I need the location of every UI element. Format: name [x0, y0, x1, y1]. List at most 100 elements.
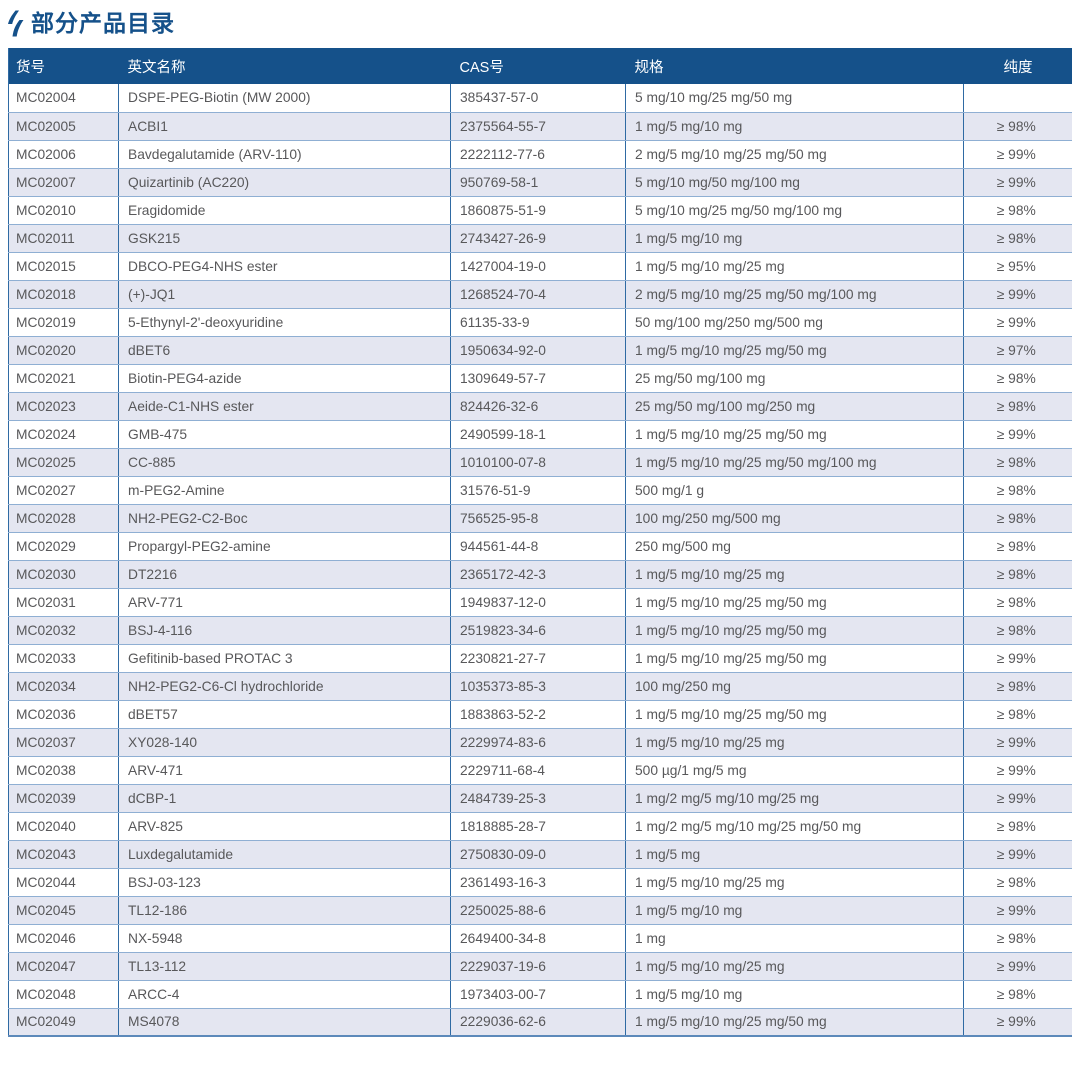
- cell-english-name: TL12-186: [118, 896, 451, 925]
- cell-english-name: DSPE-PEG-Biotin (MW 2000): [118, 84, 451, 113]
- cell-item-no: MC02015: [8, 252, 119, 281]
- cell-item-no: MC02020: [8, 336, 119, 365]
- cell-english-name: ARV-471: [118, 756, 451, 785]
- cell-item-no: MC02028: [8, 504, 119, 533]
- table-row: MC02025 CC-885 1010100-07-8 1 mg/5 mg/10 mg…: [8, 448, 1072, 477]
- cell-cas: 824426-32-6: [450, 392, 626, 421]
- table-row: MC02034 NH2-PEG2-C6-Cl hydrochloride 10353…: [8, 672, 1072, 701]
- page-header: 部分产品目录: [0, 0, 1072, 38]
- cell-purity: ≥ 99%: [963, 168, 1072, 197]
- cell-spec: 1 mg/5 mg/10 mg/25 mg: [625, 868, 964, 897]
- cell-spec: 1 mg/2 mg/5 mg/10 mg/25 mg/50 mg: [625, 812, 964, 841]
- cell-purity: ≥ 98%: [963, 924, 1072, 953]
- cell-item-no: MC02032: [8, 616, 119, 645]
- table-row: MC02024 GMB-475 2490599-18-1 1 mg/5 mg/10 m…: [8, 420, 1072, 449]
- cell-english-name: Propargyl-PEG2-amine: [118, 532, 451, 561]
- cell-purity: ≥ 98%: [963, 476, 1072, 505]
- cell-spec: 1 mg/5 mg/10 mg/25 mg: [625, 560, 964, 589]
- cell-item-no: MC02034: [8, 672, 119, 701]
- cell-spec: 500 µg/1 mg/5 mg: [625, 756, 964, 785]
- cell-cas: 61135-33-9: [450, 308, 626, 337]
- table-row: MC02049 MS4078 2229036-62-6 1 mg/5 mg/10 mg…: [8, 1008, 1072, 1037]
- cell-english-name: CC-885: [118, 448, 451, 477]
- table-row: MC02038 ARV-471 2229711-68-4 500 µg/1 mg/5 …: [8, 756, 1072, 785]
- cell-spec: 1 mg/5 mg/10 mg: [625, 224, 964, 253]
- table-row: MC02018 (+)-JQ1 1268524-70-4 2 mg/5 mg/10 m…: [8, 280, 1072, 309]
- cell-item-no: MC02005: [8, 112, 119, 141]
- cell-item-no: MC02037: [8, 728, 119, 757]
- cell-english-name: 5-Ethynyl-2'-deoxyuridine: [118, 308, 451, 337]
- cell-spec: 1 mg/5 mg: [625, 840, 964, 869]
- cell-english-name: Quizartinib (AC220): [118, 168, 451, 197]
- cell-cas: 1950634-92-0: [450, 336, 626, 365]
- cell-cas: 1973403-00-7: [450, 980, 626, 1009]
- cell-english-name: NH2-PEG2-C6-Cl hydrochloride: [118, 672, 451, 701]
- cell-cas: 1035373-85-3: [450, 672, 626, 701]
- cell-purity: ≥ 98%: [963, 112, 1072, 141]
- cell-english-name: BSJ-03-123: [118, 868, 451, 897]
- cell-purity: ≥ 99%: [963, 784, 1072, 813]
- cell-cas: 1010100-07-8: [450, 448, 626, 477]
- table-row: MC02036 dBET57 1883863-52-2 1 mg/5 mg/10 mg…: [8, 700, 1072, 729]
- cell-purity: ≥ 99%: [963, 140, 1072, 169]
- cell-item-no: MC02021: [8, 364, 119, 393]
- cell-spec: 1 mg/5 mg/10 mg: [625, 980, 964, 1009]
- cell-spec: 100 mg/250 mg/500 mg: [625, 504, 964, 533]
- cell-english-name: MS4078: [118, 1008, 451, 1037]
- cell-cas: 944561-44-8: [450, 532, 626, 561]
- table-header: 货号 英文名称 CAS号 规格 纯度: [8, 48, 1072, 84]
- cell-spec: 5 mg/10 mg/25 mg/50 mg/100 mg: [625, 196, 964, 225]
- cell-english-name: m-PEG2-Amine: [118, 476, 451, 505]
- cell-english-name: ARCC-4: [118, 980, 451, 1009]
- table-row: MC02047 TL13-112 2229037-19-6 1 mg/5 mg/10 …: [8, 952, 1072, 981]
- cell-spec: 1 mg/2 mg/5 mg/10 mg/25 mg: [625, 784, 964, 813]
- cell-cas: 1860875-51-9: [450, 196, 626, 225]
- cell-spec: 250 mg/500 mg: [625, 532, 964, 561]
- cell-spec: 1 mg/5 mg/10 mg/25 mg: [625, 952, 964, 981]
- cell-cas: 2229974-83-6: [450, 728, 626, 757]
- cell-cas: 2750830-09-0: [450, 840, 626, 869]
- table-row: MC02005 ACBI1 2375564-55-7 1 mg/5 mg/10 mg ≥…: [8, 112, 1072, 141]
- cell-purity: ≥ 98%: [963, 504, 1072, 533]
- cell-purity: ≥ 98%: [963, 560, 1072, 589]
- cell-spec: 1 mg/5 mg/10 mg/25 mg/50 mg: [625, 644, 964, 673]
- cell-purity: ≥ 98%: [963, 812, 1072, 841]
- cell-item-no: MC02040: [8, 812, 119, 841]
- cell-item-no: MC02033: [8, 644, 119, 673]
- cell-purity: ≥ 98%: [963, 224, 1072, 253]
- table-row: MC02011 GSK215 2743427-26-9 1 mg/5 mg/10 mg…: [8, 224, 1072, 253]
- column-header-english-name: 英文名称: [118, 48, 451, 84]
- cell-spec: 1 mg/5 mg/10 mg/25 mg/50 mg: [625, 420, 964, 449]
- table-row: MC02004 DSPE-PEG-Biotin (MW 2000) 385437-5…: [8, 84, 1072, 113]
- page-title: 部分产品目录: [31, 10, 175, 36]
- cell-purity: ≥ 98%: [963, 392, 1072, 421]
- cell-item-no: MC02044: [8, 868, 119, 897]
- cell-english-name: TL13-112: [118, 952, 451, 981]
- cell-purity: ≥ 99%: [963, 420, 1072, 449]
- product-table: 货号 英文名称 CAS号 规格 纯度 MC02004 DSPE-PEG-Biotin (M…: [8, 48, 1072, 1037]
- cell-purity: ≥ 99%: [963, 952, 1072, 981]
- cell-item-no: MC02045: [8, 896, 119, 925]
- cell-english-name: (+)-JQ1: [118, 280, 451, 309]
- cell-spec: 1 mg/5 mg/10 mg/25 mg/50 mg/100 mg: [625, 448, 964, 477]
- cell-english-name: dBET6: [118, 336, 451, 365]
- cell-item-no: MC02046: [8, 924, 119, 953]
- cell-cas: 31576-51-9: [450, 476, 626, 505]
- table-row: MC02028 NH2-PEG2-C2-Boc 756525-95-8 100 mg/…: [8, 504, 1072, 533]
- table-row: MC02006 Bavdegalutamide (ARV-110) 2222112-…: [8, 140, 1072, 169]
- table-row: MC02039 dCBP-1 2484739-25-3 1 mg/2 mg/5 mg/…: [8, 784, 1072, 813]
- cell-english-name: XY028-140: [118, 728, 451, 757]
- cell-spec: 1 mg/5 mg/10 mg: [625, 896, 964, 925]
- cell-item-no: MC02048: [8, 980, 119, 1009]
- cell-english-name: ARV-771: [118, 588, 451, 617]
- cell-english-name: GSK215: [118, 224, 451, 253]
- header-row: 货号 英文名称 CAS号 规格 纯度: [8, 48, 1072, 84]
- cell-english-name: BSJ-4-116: [118, 616, 451, 645]
- cell-item-no: MC02043: [8, 840, 119, 869]
- cell-english-name: dCBP-1: [118, 784, 451, 813]
- cell-purity: ≥ 98%: [963, 196, 1072, 225]
- table-row: MC02030 DT2216 2365172-42-3 1 mg/5 mg/10 mg…: [8, 560, 1072, 589]
- cell-item-no: MC02024: [8, 420, 119, 449]
- cell-spec: 1 mg/5 mg/10 mg/25 mg/50 mg: [625, 336, 964, 365]
